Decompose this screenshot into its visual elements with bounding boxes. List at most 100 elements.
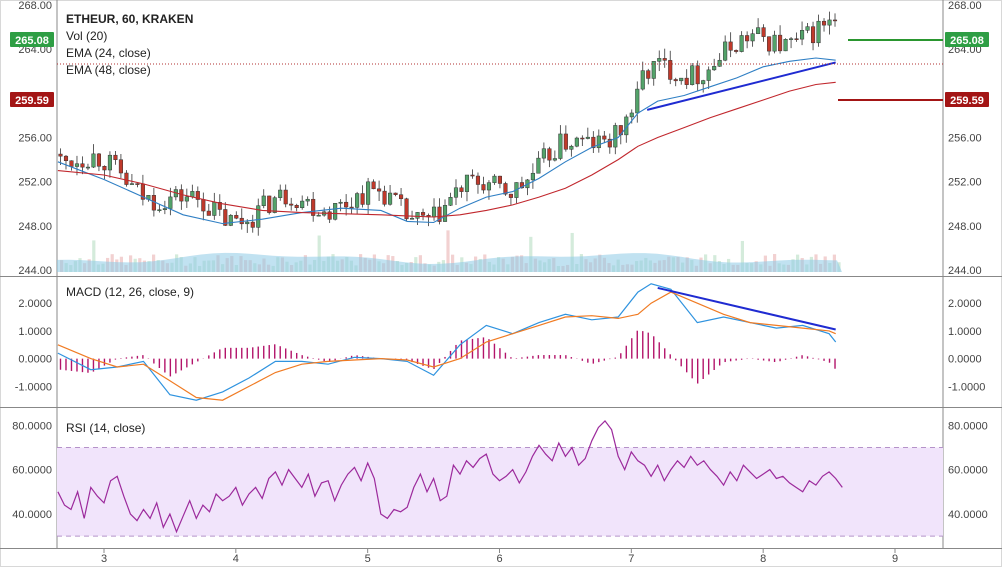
candle-body (739, 35, 744, 52)
volume-bar (740, 240, 744, 272)
candle-body (783, 39, 788, 52)
badge-left-red-bg (10, 92, 54, 107)
signal-line (57, 291, 836, 401)
candle-body (706, 69, 711, 81)
candle-body (734, 50, 739, 52)
price-tick-right: 268.00 (948, 0, 982, 12)
candle-body (778, 34, 783, 52)
rsi-tick-left: 40.0000 (12, 509, 52, 521)
candle-body (651, 61, 656, 79)
rsi-tick-left: 80.0000 (12, 420, 52, 432)
macd-tick-left: 1.0000 (18, 326, 52, 338)
candle-body (338, 201, 343, 204)
candle-body (201, 199, 206, 212)
candle-body (602, 135, 607, 140)
price-tick-right: 256.00 (948, 133, 982, 145)
badge-right-red-text: 259.59 (950, 95, 984, 107)
candle-body (96, 153, 101, 167)
candle-body (701, 80, 706, 85)
candle-body (497, 175, 502, 184)
candle-body (580, 137, 585, 140)
candle-body (805, 26, 810, 31)
candle-body (745, 35, 750, 42)
candle-body (690, 65, 695, 85)
price-trendline (646, 61, 836, 111)
candle-body (388, 192, 393, 205)
candle-body (684, 77, 689, 85)
candle-body (195, 191, 200, 200)
candle-body (613, 125, 618, 148)
candle-body (800, 30, 805, 40)
candle-body (366, 181, 371, 205)
macd-tick-right: -1.0000 (948, 381, 985, 393)
candle-body (404, 198, 409, 220)
rsi-tick-right: 80.0000 (948, 420, 988, 432)
candle-body (459, 187, 464, 192)
price-tick-right: 264.00 (948, 44, 982, 56)
candle-body (179, 189, 184, 202)
candle-body (574, 137, 579, 147)
candle-body (234, 215, 239, 219)
candle-body (420, 212, 426, 216)
candle-body (245, 221, 250, 225)
price-tick-left: 248.00 (18, 221, 52, 233)
candles (58, 11, 838, 236)
volume-bar (92, 240, 96, 272)
candle-body (267, 195, 272, 213)
candle-body (453, 187, 459, 198)
candle-body (355, 193, 360, 208)
candle-body (212, 202, 217, 216)
macd-tick-right: 2.0000 (948, 298, 982, 310)
candle-body (585, 136, 590, 139)
candle-body (80, 163, 85, 168)
candle-body (486, 182, 492, 191)
price-tick-left: 268.00 (18, 0, 52, 12)
candle-body (294, 205, 299, 208)
candle-body (657, 58, 662, 62)
candle-body (305, 198, 310, 202)
candle-body (448, 197, 453, 206)
candle-body (816, 20, 821, 44)
badge-right-red: 259.59 (945, 92, 989, 107)
badge-right-red-bg (945, 92, 989, 107)
candle-body (283, 189, 288, 205)
candle-body (552, 158, 557, 161)
macd-tick-left: 2.0000 (18, 298, 52, 310)
candle-body (508, 193, 513, 198)
badge-left-green-bg (10, 32, 54, 47)
candle-body (289, 203, 294, 206)
candle-body (547, 148, 552, 161)
candle-body (662, 58, 667, 61)
candle-body (162, 208, 167, 210)
badge-right-green-text: 265.08 (950, 35, 984, 47)
candle-body (437, 206, 442, 222)
candle-body (184, 196, 189, 202)
price-tick-left: 244.00 (18, 265, 52, 277)
price-tick-left: 256.00 (18, 133, 52, 145)
candle-body (107, 154, 112, 171)
candle-body (129, 183, 134, 185)
candle-body (821, 20, 827, 26)
candle-body (85, 166, 91, 169)
volume-bar (570, 232, 574, 272)
candle-body (728, 41, 733, 51)
candle-body (673, 79, 678, 82)
candle-body (113, 154, 118, 160)
candle-body (371, 181, 376, 190)
candle-body (272, 197, 277, 213)
candle-body (168, 196, 173, 209)
candle-body (492, 175, 497, 183)
candle-body (530, 172, 535, 181)
macd-line (57, 283, 837, 401)
candle-body (102, 166, 107, 171)
candle-body (74, 163, 80, 167)
x-tick-label: 8 (760, 553, 766, 565)
candle-body (646, 70, 651, 79)
candle-body (431, 206, 437, 218)
candle-body (596, 135, 601, 149)
x-tick-label: 6 (496, 553, 502, 565)
candle-body (629, 112, 634, 118)
candle-body (591, 136, 596, 149)
candle-body (761, 27, 766, 37)
